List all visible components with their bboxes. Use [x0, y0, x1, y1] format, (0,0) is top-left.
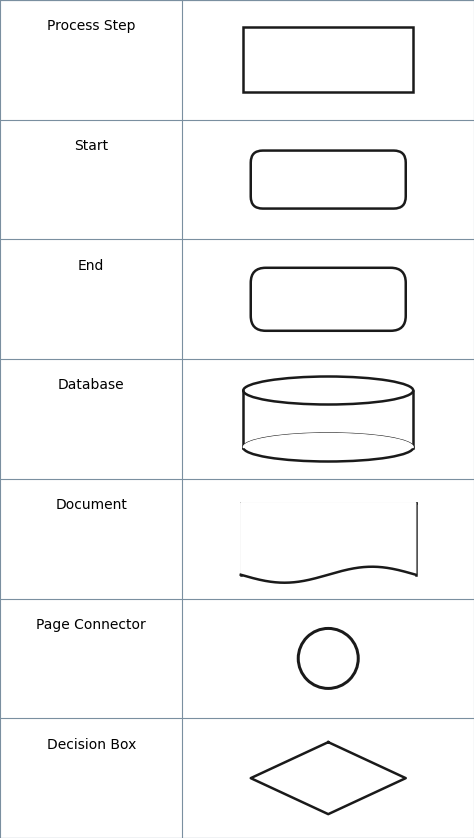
- Ellipse shape: [243, 433, 413, 462]
- Bar: [243, 391, 413, 447]
- Polygon shape: [241, 503, 416, 582]
- Bar: [243, 28, 413, 92]
- Text: End: End: [78, 259, 104, 272]
- Circle shape: [298, 628, 358, 689]
- Polygon shape: [251, 742, 406, 815]
- Text: Decision Box: Decision Box: [46, 737, 136, 752]
- Text: Process Step: Process Step: [47, 19, 136, 34]
- Text: Start: Start: [74, 139, 108, 153]
- Text: Database: Database: [58, 379, 125, 392]
- Text: Document: Document: [55, 499, 127, 512]
- FancyBboxPatch shape: [251, 268, 406, 331]
- Text: Page Connector: Page Connector: [36, 618, 146, 632]
- Ellipse shape: [243, 376, 413, 405]
- FancyBboxPatch shape: [251, 151, 406, 209]
- Polygon shape: [243, 433, 413, 447]
